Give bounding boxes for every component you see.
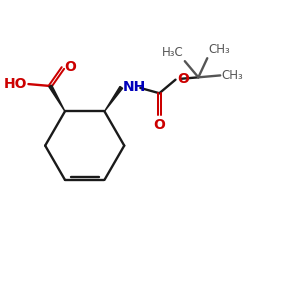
Text: O: O — [178, 72, 189, 86]
Polygon shape — [104, 86, 123, 111]
Text: HO: HO — [3, 77, 27, 91]
Text: CH₃: CH₃ — [208, 44, 230, 56]
Text: O: O — [64, 60, 76, 74]
Text: NH: NH — [123, 80, 146, 94]
Polygon shape — [49, 85, 65, 111]
Text: CH₃: CH₃ — [222, 69, 244, 82]
Text: O: O — [153, 118, 165, 132]
Text: H₃C: H₃C — [162, 46, 184, 59]
